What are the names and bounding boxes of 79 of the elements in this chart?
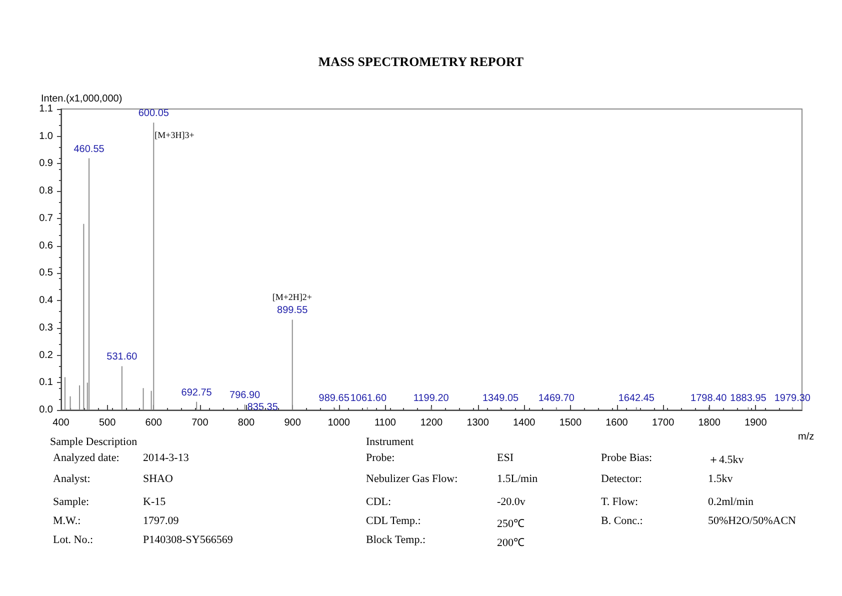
x-tick-label: 1100 [374,418,396,428]
annotation: 531.60 [106,352,138,363]
text: 50%H2O/50%ACN [708,515,796,527]
annotation: 989.65 [318,392,350,404]
annotation: 899.55 [277,305,308,316]
text: 1.5kv [708,473,733,485]
y-tick-label: 1.1 [39,104,54,114]
text: Lot. No.: [53,534,94,546]
annotation: 796.90 [230,390,261,402]
y-tick-label: 0.6 [39,240,54,252]
text: K-15 [143,496,166,508]
x-tick-label: 800 [238,418,256,428]
y-tick-label: 0.7 [39,212,54,224]
text: Instrument [366,436,414,448]
y-tick-label: 0.1 [39,377,54,388]
text: ＋4.5kv [708,453,744,467]
annotation: 1883.95 [730,392,767,404]
text: Nebulizer Gas Flow: [366,473,458,485]
text: Analyzed date: [53,452,120,464]
y-tick-label: 0.3 [39,322,54,334]
text: 200℃ [497,536,524,549]
text: P140308-SY566569 [143,534,233,546]
x-axis-title: m/z [798,432,814,442]
text: 250℃ [497,517,524,530]
x-tick-label: 900 [284,418,302,428]
text: Probe: [366,452,395,464]
text: M.W.: [53,515,81,527]
annotation: 460.55 [74,144,105,155]
y-tick-label: 0.5 [39,268,54,279]
x-tick-label: 500 [98,418,116,428]
text: ESI [497,452,514,464]
text: Probe Bias: [601,452,652,464]
text: Block Temp.: [366,534,426,546]
y-tick-label: 0.0 [39,404,54,416]
text: 0.2ml/min [708,496,754,508]
y-tick-label: 0.9 [39,158,54,170]
text: Detector: [601,473,642,485]
x-tick-label: 1200 [420,418,444,428]
x-tick-label: 400 [52,418,70,428]
y-axis-title: Inten.(x1,000,000) [41,94,122,105]
y-tick-label: 0.4 [39,295,54,306]
annotation: [M+2H]2+ [272,292,312,302]
text: Sample: [53,496,90,508]
x-tick-label: 1000 [328,418,350,428]
annotation: 1061.60 [350,392,387,404]
annotation: 1469.70 [538,392,575,404]
annotation: 692.75 [181,387,212,398]
x-tick-label: 600 [145,418,162,428]
text: 1.5L/min [497,473,538,485]
annotation: 600.05 [138,108,170,120]
x-tick-label: 1900 [744,418,768,428]
text: Sample Description [50,436,138,448]
x-tick-label: 1700 [652,418,675,428]
x-tick-label: 1400 [513,418,536,428]
annotation: 1979.30 [774,392,811,404]
x-tick-label: 1600 [606,418,628,428]
text: SHAO [143,473,173,485]
text: B. Conc.: [601,515,643,527]
text: T. Flow: [601,496,638,508]
annotation: [M+3H]3+ [154,130,194,140]
x-tick-label: 1300 [466,418,490,428]
text: 2014-3-13 [143,452,189,464]
annotation: 835.35 [247,402,278,413]
x-tick-label: 1800 [698,418,721,428]
text: Analyst: [53,473,90,485]
annotation: 1199.20 [413,392,450,404]
annotation: 1349.05 [482,392,520,404]
text: 1797.09 [143,515,179,527]
x-tick-label: 1500 [559,418,582,428]
y-tick-label: 0.8 [39,186,54,197]
text: CDL Temp.: [366,515,421,527]
text: CDL: [366,496,392,508]
y-tick-label: 1.0 [39,130,54,142]
text: -20.0v [497,496,526,508]
annotation: 1798.40 [690,392,728,404]
y-tick-label: 0.2 [39,350,54,361]
x-tick-label: 700 [192,418,209,428]
annotation: 1642.45 [618,392,655,404]
chart-title: MASS SPECTROMETRY REPORT [318,54,524,69]
